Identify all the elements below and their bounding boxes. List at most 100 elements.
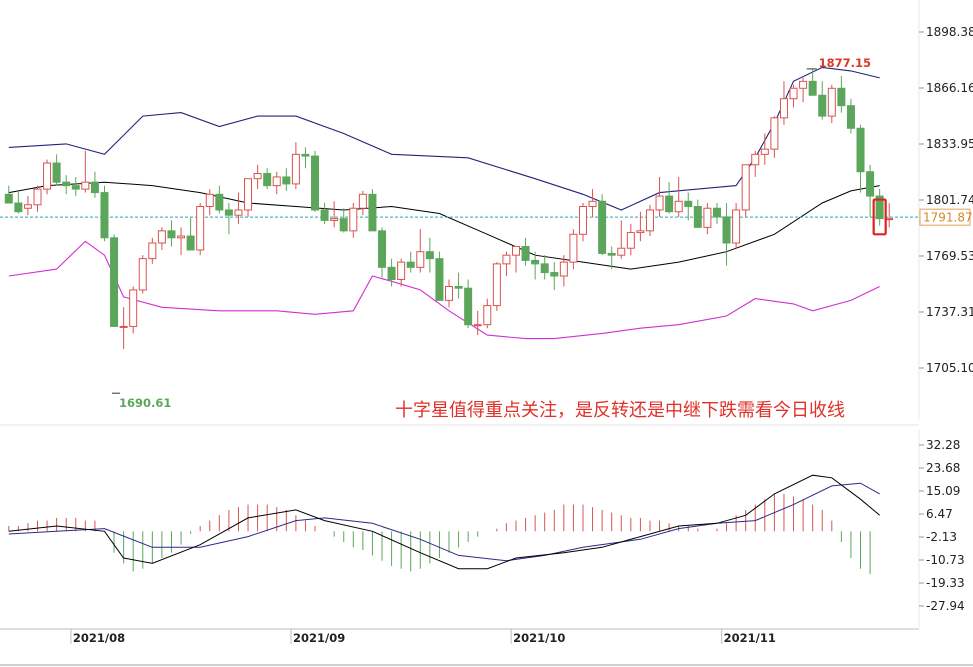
candle-body-down: [531, 259, 540, 265]
candle-body-down: [818, 94, 827, 117]
candle-body-down: [454, 285, 463, 289]
candle-body-up: [138, 258, 147, 291]
candle-body-down: [215, 193, 224, 211]
candle-body-down: [712, 207, 721, 218]
macd-tick-label: -2.13: [926, 530, 957, 544]
candle-body-up: [779, 98, 788, 119]
candle-body-up: [157, 230, 166, 244]
candle-body-down: [693, 206, 702, 228]
candle-body-up: [148, 242, 157, 260]
doji-highlight-box: [872, 198, 887, 236]
macd-axis: 32.28 23.68 15.09 6.47 -2.13 -10.73 -19.33 -27.…: [919, 438, 965, 613]
candle-body-up: [588, 200, 597, 208]
candle-body-up: [330, 218, 339, 221]
candle-body-down: [406, 261, 415, 268]
candle-body-up: [33, 188, 42, 206]
candle-body-up: [196, 206, 205, 251]
candle-body-down: [282, 176, 291, 185]
last-price-label: 1791.87: [923, 211, 973, 225]
candle-body-down: [301, 153, 310, 157]
candle-body-down: [521, 245, 530, 261]
candle-body-down: [320, 209, 329, 221]
candle-body-up: [502, 254, 511, 265]
candle-body-down: [464, 287, 473, 326]
candle-body-down: [607, 252, 616, 256]
candle-body-up: [827, 87, 836, 117]
candle-body-down: [263, 172, 272, 187]
price-tick-label: 1866.16: [926, 81, 973, 95]
candle-body-down: [837, 87, 846, 107]
candle-body-down: [110, 237, 119, 327]
candle-body-down: [846, 105, 855, 129]
macd-tick-label: 6.47: [926, 507, 953, 521]
middle-band-line: [8, 181, 880, 270]
candle-body-up: [511, 245, 520, 256]
candle-body-up: [291, 153, 300, 185]
annotations: 1877.15 1690.61 十字星值得重点关注，是反转还是中继下跌需看今日收线: [112, 56, 871, 421]
candle-body-down: [387, 266, 396, 281]
candle-body-up: [885, 218, 894, 221]
price-tick-label: 1737.31: [926, 305, 973, 319]
macd-tick-label: -19.33: [926, 576, 965, 590]
candle-body-up: [358, 193, 367, 209]
candle-body-up: [205, 193, 214, 208]
candle-body-up: [253, 172, 262, 180]
candle-body-down: [598, 200, 607, 254]
candle-body-up: [732, 209, 741, 244]
candle-body-up: [416, 251, 425, 268]
candlesticks: [4, 69, 894, 350]
candle-body-down: [856, 127, 865, 173]
candle-body-up: [43, 162, 52, 190]
time-axis: 2021/08 2021/09 2021/10 2021/11: [70, 629, 776, 645]
macd-tick-label: 15.09: [926, 484, 960, 498]
candle-body-down: [339, 218, 348, 232]
price-tick-label: 1705.10: [926, 361, 973, 375]
candle-body-up: [636, 230, 645, 234]
price-tick-label: 1801.74: [926, 193, 973, 207]
candle-body-up: [741, 164, 750, 211]
candle-body-up: [177, 235, 186, 239]
candle-body-up: [445, 285, 454, 301]
candle-body-up: [626, 232, 635, 249]
candle-body-down: [684, 200, 693, 208]
candle-body-up: [129, 289, 138, 327]
analysis-note: 十字星值得重点关注，是反转还是中继下跌需看今日收线: [395, 400, 845, 421]
candle-body-up: [751, 153, 760, 166]
dea-line: [8, 482, 880, 562]
candle-body-up: [483, 305, 492, 326]
high-price-label: 1877.15: [819, 56, 871, 70]
candle-body-down: [808, 80, 817, 96]
candle-body-down: [540, 263, 549, 274]
date-tick-label: 2021/08: [73, 631, 125, 645]
macd-tick-label: -10.73: [926, 553, 965, 567]
candle-body-down: [425, 251, 434, 260]
candle-body-up: [349, 207, 358, 232]
candle-body-down: [378, 230, 387, 268]
candle-body-up: [234, 209, 243, 216]
candle-body-up: [789, 87, 798, 100]
candle-body-down: [435, 258, 444, 301]
candle-body-up: [119, 325, 128, 328]
dif-line: [8, 474, 881, 570]
date-tick-label: 2021/11: [724, 631, 776, 645]
candle-body-down: [52, 162, 61, 183]
candle-body-up: [674, 200, 683, 213]
candle-body-up: [23, 204, 32, 209]
candle-body-up: [645, 209, 654, 232]
candle-body-up: [492, 263, 501, 307]
date-tick-label: 2021/09: [293, 631, 345, 645]
candle-body-up: [473, 324, 482, 327]
candle-body-down: [4, 193, 13, 204]
candle-body-down: [186, 235, 195, 251]
candle-body-up: [559, 261, 568, 277]
macd-tick-label: -27.94: [926, 599, 965, 613]
candle-body-up: [81, 181, 90, 190]
candle-body-down: [62, 181, 71, 187]
candle-body-up: [272, 176, 281, 187]
candle-body-down: [550, 272, 559, 277]
candle-body-up: [578, 206, 587, 235]
price-tick-label: 1833.95: [926, 137, 973, 151]
candle-body-down: [368, 193, 377, 232]
candle-body-down: [722, 216, 731, 244]
